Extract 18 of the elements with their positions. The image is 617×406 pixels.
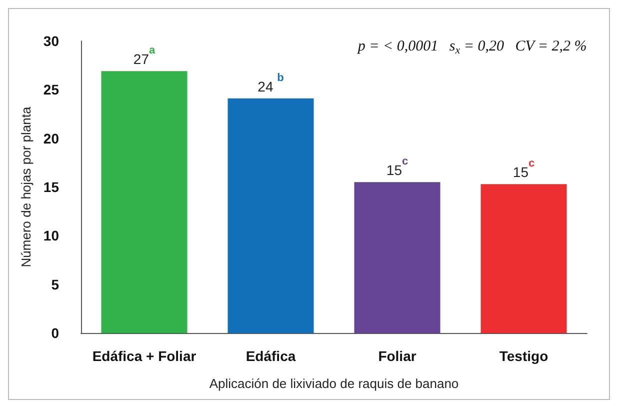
- bar: [354, 182, 440, 333]
- bar: [101, 71, 188, 333]
- x-tick-label: Foliar: [378, 348, 417, 364]
- y-tick-label: 5: [51, 276, 60, 292]
- y-tick-label: 20: [43, 130, 60, 146]
- bar: [228, 98, 314, 333]
- x-tick-label: Testigo: [499, 348, 548, 364]
- y-tick-label: 25: [43, 82, 60, 98]
- x-tick-label: Edáfica + Foliar: [92, 348, 197, 364]
- y-tick-label: 10: [43, 228, 60, 244]
- x-tick-label: Edáfica: [246, 348, 296, 364]
- y-tick-label: 0: [51, 325, 60, 341]
- bar: [480, 184, 567, 333]
- data-label: 24 b: [258, 72, 284, 94]
- y-tick-label: 30: [43, 33, 60, 49]
- x-axis-title: Aplicación de lixiviado de raquis de banano: [209, 376, 459, 391]
- y-tick-label: 15: [43, 179, 60, 195]
- y-axis-title: Número de hojas por planta: [18, 106, 34, 268]
